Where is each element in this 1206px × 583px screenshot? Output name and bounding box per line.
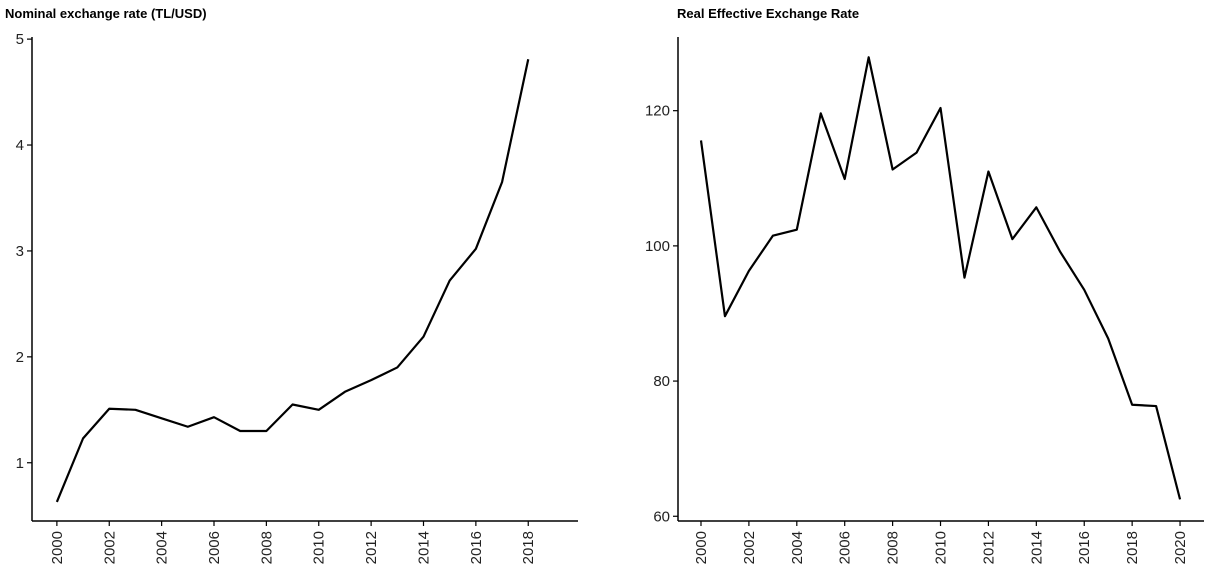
x-tick-label: 2008 bbox=[258, 531, 275, 564]
x-tick-label: 2000 bbox=[693, 531, 710, 564]
x-tick-label: 2016 bbox=[1076, 531, 1093, 564]
x-tick-label: 2014 bbox=[1028, 531, 1045, 564]
y-tick-label: 1 bbox=[16, 455, 24, 472]
x-tick-label: 2002 bbox=[101, 531, 118, 564]
y-tick-label: 120 bbox=[645, 103, 670, 120]
x-tick-label: 2004 bbox=[789, 531, 806, 564]
chart-title: Nominal exchange rate (TL/USD) bbox=[5, 6, 207, 21]
y-tick-label: 3 bbox=[16, 243, 24, 260]
y-tick-label: 100 bbox=[645, 238, 670, 255]
x-tick-label: 2006 bbox=[206, 531, 223, 564]
x-tick-label: 2004 bbox=[154, 531, 171, 564]
x-tick-label: 2014 bbox=[415, 531, 432, 564]
x-tick-label: 2010 bbox=[311, 531, 328, 564]
data-line bbox=[699, 56, 1182, 500]
x-tick-label: 2010 bbox=[933, 531, 950, 564]
y-tick-label: 60 bbox=[653, 508, 670, 525]
x-tick-label: 2018 bbox=[520, 531, 537, 564]
data-line bbox=[55, 59, 530, 503]
y-tick-label: 5 bbox=[16, 31, 24, 48]
x-tick-label: 2020 bbox=[1172, 531, 1189, 564]
chart-title: Real Effective Exchange Rate bbox=[677, 6, 859, 21]
x-tick-label: 2002 bbox=[741, 531, 758, 564]
y-tick-label: 4 bbox=[16, 137, 24, 154]
x-tick-label: 2016 bbox=[468, 531, 485, 564]
x-tick-label: 2018 bbox=[1124, 531, 1141, 564]
y-tick-label: 2 bbox=[16, 349, 24, 366]
x-tick-label: 2008 bbox=[885, 531, 902, 564]
x-tick-label: 2006 bbox=[837, 531, 854, 564]
y-tick-label: 80 bbox=[653, 373, 670, 390]
x-tick-label: 2012 bbox=[980, 531, 997, 564]
x-tick-label: 2000 bbox=[49, 531, 66, 564]
x-tick-label: 2012 bbox=[363, 531, 380, 564]
